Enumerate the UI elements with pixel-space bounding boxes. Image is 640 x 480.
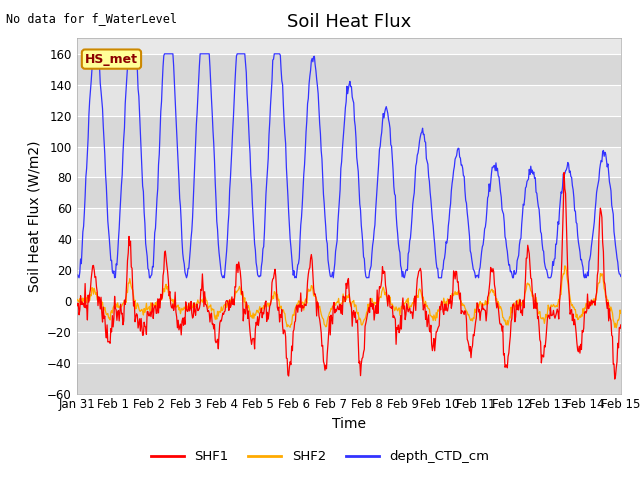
Bar (77, 301, 621, 332)
SHF1 (139, 333, 147, 338)
SHF2 (139, 309, 147, 314)
Text: No data for f_WaterLevel: No data for f_WaterLevel (6, 12, 177, 25)
Line: depth_CTD_cm: depth_CTD_cm (77, 54, 621, 278)
SHF1 (194, 308, 202, 313)
SHF2 (617, 310, 625, 316)
Bar (77, 146, 621, 178)
depth_CTD_cm (195, 78, 202, 84)
depth_CTD_cm (223, 237, 231, 242)
Text: HS_met: HS_met (85, 53, 138, 66)
SHF2 (194, 297, 202, 303)
SHF1 (415, 268, 422, 274)
SHF2 (73, 298, 81, 304)
Bar (77, 85, 621, 116)
SHF1 (223, 298, 230, 303)
SHF2 (415, 288, 422, 293)
depth_CTD_cm (83, 166, 90, 171)
SHF2 (83, 300, 90, 305)
SHF1 (617, 322, 625, 328)
depth_CTD_cm (73, 275, 81, 281)
depth_CTD_cm (140, 189, 147, 194)
Y-axis label: Soil Heat Flux (W/m2): Soil Heat Flux (W/m2) (28, 140, 42, 292)
Bar (77, 116, 621, 146)
depth_CTD_cm (416, 138, 424, 144)
depth_CTD_cm (431, 251, 439, 257)
SHF1 (73, 300, 81, 306)
SHF1 (611, 376, 619, 382)
Line: SHF2: SHF2 (77, 266, 621, 328)
SHF1 (560, 169, 568, 175)
Bar (77, 178, 621, 208)
Bar (77, 332, 621, 363)
Bar (77, 208, 621, 239)
SHF1 (83, 302, 90, 308)
Bar (77, 54, 621, 85)
Bar (77, 363, 621, 394)
SHF2 (561, 263, 569, 269)
depth_CTD_cm (90, 51, 98, 57)
Bar (77, 270, 621, 301)
Legend: SHF1, SHF2, depth_CTD_cm: SHF1, SHF2, depth_CTD_cm (145, 445, 495, 468)
SHF2 (612, 325, 620, 331)
Line: SHF1: SHF1 (77, 172, 621, 379)
SHF2 (431, 315, 438, 321)
Title: Soil Heat Flux: Soil Heat Flux (287, 13, 411, 31)
depth_CTD_cm (617, 274, 625, 279)
SHF1 (431, 348, 438, 354)
SHF2 (223, 305, 230, 311)
X-axis label: Time: Time (332, 417, 366, 431)
Bar (77, 239, 621, 270)
